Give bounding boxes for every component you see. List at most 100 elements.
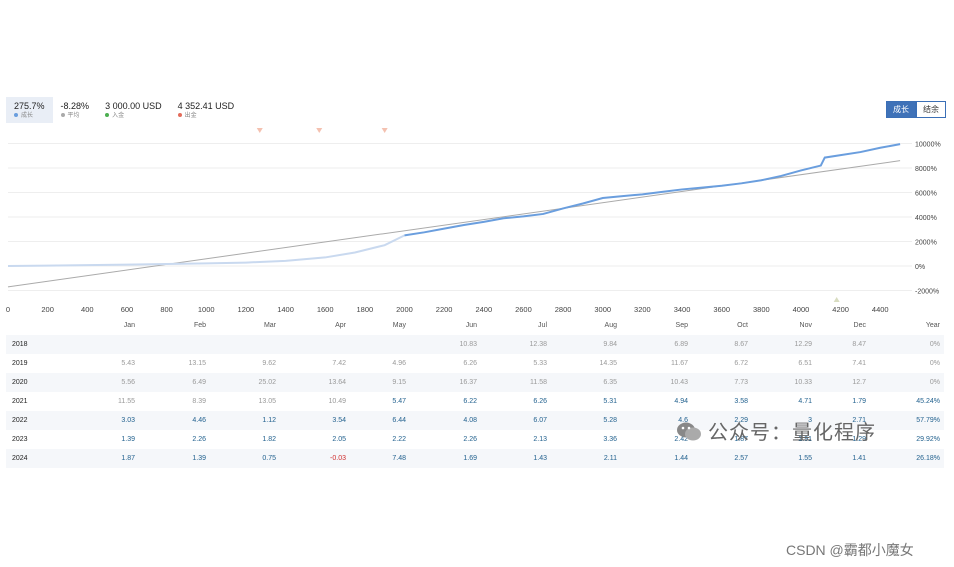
- table-cell: 1.29: [852, 436, 866, 443]
- x-tick-label: 2600: [515, 305, 532, 314]
- table-cell: 4.08: [463, 417, 477, 424]
- stat-growth[interactable]: 275.7% 成长: [6, 97, 53, 123]
- table-cell: 2.13: [533, 436, 547, 443]
- stat-average[interactable]: -8.28% 平均: [53, 97, 98, 123]
- column-header: Dec: [853, 322, 866, 329]
- balance-tab-button[interactable]: 结余: [916, 101, 946, 118]
- table-cell: 1.43: [533, 455, 547, 462]
- table-cell: 1.41: [852, 455, 866, 462]
- table-cell: 6.51: [798, 360, 812, 367]
- table-cell: 3.36: [603, 436, 617, 443]
- table-cell: 6.89: [674, 341, 688, 348]
- table-cell: 7.73: [734, 379, 748, 386]
- table-cell: 3.03: [121, 417, 135, 424]
- table-cell: 8.67: [734, 341, 748, 348]
- y-tick-label: 4000%: [915, 215, 937, 222]
- x-tick-label: 2000: [396, 305, 413, 314]
- table-cell: 2.29: [734, 417, 748, 424]
- table-cell: 2.11: [603, 455, 617, 462]
- stat-withdrawal[interactable]: 4 352.41 USD 出金: [170, 97, 243, 123]
- x-tick-label: 400: [81, 305, 94, 314]
- csdn-watermark: CSDN @霸都小魔女: [786, 542, 914, 558]
- x-tick-label: 4000: [793, 305, 810, 314]
- column-header: May: [392, 322, 406, 329]
- table-cell: 7.48: [392, 455, 406, 462]
- table-cell: 6.22: [463, 398, 477, 405]
- table-row: 2021 11.55 8.39 13.05 10.49 5.47 6.22 6.26 5.31 4…: [6, 392, 944, 411]
- growth-chart: 10000% 8000% 6000% 4000% 2000% 0% -2000% 0 200 40…: [6, 128, 941, 314]
- stat-withdrawal-label: 出金: [184, 113, 197, 119]
- table-cell: 5.47: [392, 398, 406, 405]
- table-cell: 5.43: [121, 360, 135, 367]
- table-row: 2024 1.87 1.39 0.75 -0.03 7.48 1.69 1.43 2.11 1.4…: [6, 449, 944, 468]
- chart-mode-toggle: 成长 结余: [886, 101, 946, 118]
- withdrawal-marker-icon: [256, 128, 263, 133]
- table-cell: 8.39: [192, 398, 206, 405]
- x-tick-label: 4200: [832, 305, 849, 314]
- table-cell: 2.26: [463, 436, 477, 443]
- wechat-icon: [677, 422, 701, 441]
- table-cell: 1.79: [852, 398, 866, 405]
- table-cell: 0%: [929, 379, 940, 386]
- table-cell: 2.91: [798, 436, 812, 443]
- table-cell: 5.31: [603, 398, 617, 405]
- table-cell: 1.12: [262, 417, 276, 424]
- wechat-watermark: 公众号：量化程序: [708, 422, 876, 444]
- x-tick-label: 800: [160, 305, 173, 314]
- table-row: 2019 5.43 13.15 9.62 7.42 4.96 6.26 5.33 14.35 11…: [6, 354, 944, 373]
- table-cell: 1.87: [734, 436, 748, 443]
- y-tick-label: -2000%: [915, 289, 939, 296]
- row-year: 2023: [12, 436, 28, 443]
- table-cell: 12.7: [852, 379, 866, 386]
- x-tick-label: 0: [6, 305, 10, 314]
- table-cell: 6.35: [603, 379, 617, 386]
- table-cell: 2.05: [332, 436, 346, 443]
- x-tick-label: 3400: [674, 305, 691, 314]
- x-tick-label: 2800: [555, 305, 572, 314]
- x-tick-label: 1400: [277, 305, 294, 314]
- table-cell: 6.07: [533, 417, 547, 424]
- table-cell: 2.42: [674, 436, 688, 443]
- table-cell: -0.03: [330, 455, 346, 462]
- column-header: Jan: [123, 322, 135, 329]
- y-tick-label: 0%: [915, 264, 925, 271]
- table-cell: 7.41: [852, 360, 866, 367]
- table-cell: 11.55: [118, 398, 135, 405]
- table-row: 2022 3.03 4.46 1.12 3.54 6.44 4.08 6.07 5.28 4.6 2…: [6, 411, 944, 430]
- table-cell: 11.58: [530, 379, 547, 386]
- table-cell: 2.22: [392, 436, 406, 443]
- x-tick-label: 4400: [872, 305, 889, 314]
- stat-withdrawal-value: 4 352.41 USD: [177, 101, 235, 111]
- table-cell: 8.47: [852, 341, 866, 348]
- table-cell: 57.79%: [916, 417, 940, 424]
- table-cell: 10.83: [459, 341, 477, 348]
- table-cell: 5.33: [533, 360, 547, 367]
- column-header: Aug: [604, 322, 617, 329]
- monthly-returns-table: Jan Feb Mar Apr May Jun Jul Aug Sep Oct Nov Dec Year…: [6, 316, 944, 468]
- y-tick-label: 8000%: [915, 166, 937, 173]
- growth-tab-button[interactable]: 成长: [886, 101, 916, 118]
- row-year: 2020: [12, 379, 28, 386]
- table-cell: 14.35: [599, 360, 617, 367]
- table-cell: 4.46: [192, 417, 206, 424]
- table-cell: 13.05: [258, 398, 276, 405]
- x-tick-label: 3600: [713, 305, 730, 314]
- table-cell: 5.56: [121, 379, 135, 386]
- column-header: Nov: [799, 322, 812, 329]
- table-cell: 3: [808, 417, 812, 424]
- stat-deposit-value: 3 000.00 USD: [105, 101, 162, 111]
- table-cell: 1.55: [798, 455, 812, 462]
- stats-bar: 275.7% 成长 -8.28% 平均 3 000.00 USD 入金 4 35…: [6, 97, 242, 123]
- x-tick-label: 1000: [198, 305, 215, 314]
- stat-growth-value: 275.7%: [14, 101, 45, 111]
- table-cell: 45.24%: [916, 398, 940, 405]
- column-header: Year: [925, 322, 940, 329]
- table-row: 2018 10.83 12.38 9.84 6.89 8.67 12.29 8.47 0%: [6, 335, 944, 354]
- stat-deposit[interactable]: 3 000.00 USD 入金: [97, 97, 170, 123]
- y-tick-label: 6000%: [915, 191, 937, 198]
- table-cell: 6.49: [192, 379, 206, 386]
- table-cell: 1.87: [121, 455, 135, 462]
- x-tick-label: 2400: [475, 305, 492, 314]
- table-cell: 0%: [929, 360, 940, 367]
- x-tick-label: 3200: [634, 305, 651, 314]
